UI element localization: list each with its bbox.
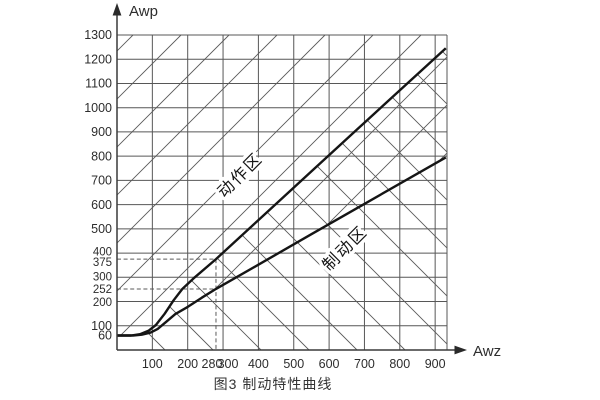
axes [116,14,456,351]
hatch-action-zone [117,35,447,336]
svg-text:900: 900 [91,125,112,139]
svg-text:1300: 1300 [84,28,112,42]
svg-text:700: 700 [91,174,112,188]
svg-text:300: 300 [218,357,239,371]
svg-text:300: 300 [93,272,112,284]
svg-text:1100: 1100 [85,77,112,91]
lower-curve [117,156,447,337]
svg-text:60: 60 [98,329,112,343]
svg-text:200: 200 [93,297,112,309]
svg-text:700: 700 [354,357,375,371]
svg-text:100: 100 [91,319,112,333]
svg-text:200: 200 [177,357,198,371]
svg-text:1000: 1000 [84,101,112,115]
y-axis-arrow [112,3,122,16]
svg-text:800: 800 [389,357,410,371]
figure-caption: 图3 制动特性曲线 [213,376,333,392]
svg-text:600: 600 [91,198,112,212]
svg-text:1200: 1200 [84,52,112,66]
x-axis-title: Awz [473,343,501,360]
svg-text:400: 400 [248,357,269,371]
svg-text:800: 800 [91,149,112,163]
svg-text:500: 500 [283,357,304,371]
x-axis-arrow [454,345,467,355]
svg-text:375: 375 [93,257,112,269]
gridlines [117,34,448,350]
region-label-braking-zone: 制动区 [319,222,372,275]
tick-labels: 100 200 300 400 500 600 700 800 900 1000 1100 1200 1… [84,28,445,371]
svg-text:500: 500 [91,222,112,236]
svg-text:400: 400 [93,247,112,259]
svg-text:600: 600 [319,357,340,371]
svg-text:100: 100 [142,357,163,371]
upper-curve [117,47,447,337]
svg-text:900: 900 [425,357,446,371]
svg-text:252: 252 [93,284,112,296]
dashed-reference-lines [117,258,217,350]
svg-text:280: 280 [202,357,223,371]
y-axis-title: Awp [129,3,158,20]
